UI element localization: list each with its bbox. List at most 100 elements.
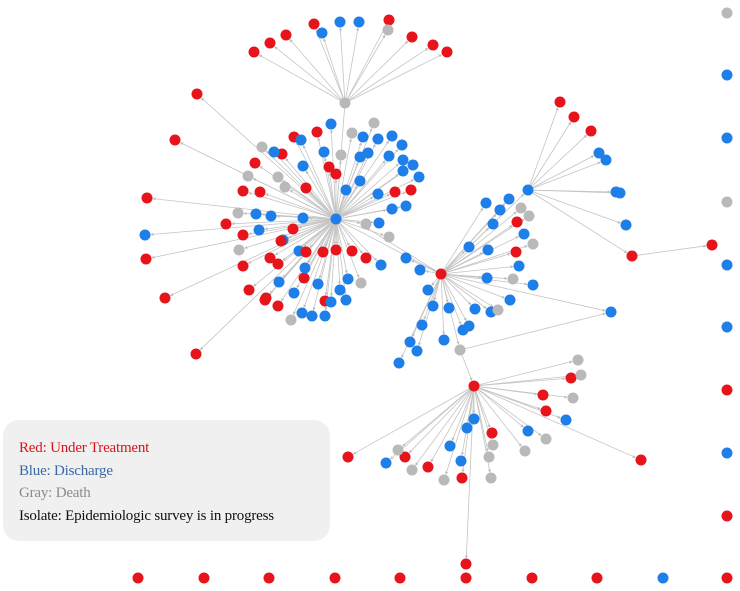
discharge-node [274,277,285,288]
discharge-node [341,295,352,306]
death-node [573,355,584,366]
discharge-node [394,358,405,369]
under-treatment-node [192,89,203,100]
death-node [384,232,395,243]
transmission-edge [201,98,336,219]
under-treatment-node [133,573,144,584]
under-treatment-node [395,573,406,584]
discharge-node [408,160,419,171]
death-node [273,172,284,183]
discharge-node [289,288,300,299]
death-node [508,274,519,285]
transmission-edge [441,219,524,274]
discharge-node [423,285,434,296]
under-treatment-node [331,245,342,256]
discharge-node [398,166,409,177]
legend-death: Gray: Death [19,482,330,505]
transmission-edge [259,55,345,103]
transmission-edge [403,386,474,446]
death-node [722,8,733,19]
discharge-node [445,441,456,452]
discharge-node [464,242,475,253]
discharge-node [297,308,308,319]
under-treatment-node [469,381,480,392]
transmission-edge [632,246,706,256]
discharge-node [358,132,369,143]
under-treatment-node [384,15,395,26]
under-treatment-node [238,261,249,272]
discharge-node [401,253,412,264]
transmission-edge [474,386,636,458]
discharge-node [514,261,525,272]
under-treatment-node [347,246,358,257]
discharge-node [298,161,309,172]
death-node [243,171,254,182]
death-node [488,440,499,451]
discharge-node [504,194,515,205]
discharge-node [320,311,331,322]
transmission-edge [345,48,428,103]
discharge-node [355,176,366,187]
death-node [347,128,358,139]
under-treatment-node [428,40,439,51]
under-treatment-node [569,112,580,123]
death-node [336,150,347,161]
discharge-node [405,337,416,348]
discharge-node [606,307,617,318]
discharge-node [398,155,409,166]
transmission-edge [345,25,386,103]
transmission-edge [528,190,627,253]
under-treatment-node [541,406,552,417]
discharge-node [373,189,384,200]
discharge-node [387,204,398,215]
death-node [576,370,587,381]
under-treatment-node [160,293,171,304]
discharge-node [341,185,352,196]
under-treatment-node [301,183,312,194]
death-node [369,118,380,129]
discharge-node [300,263,311,274]
under-treatment-node [265,38,276,49]
death-node [383,25,394,36]
discharge-node [601,155,612,166]
discharge-node [384,151,395,162]
under-treatment-node [722,573,733,584]
discharge-node [326,119,337,130]
discharge-node [335,17,346,28]
discharge-node [412,346,423,357]
discharge-node [387,131,398,142]
discharge-node [519,229,530,240]
discharge-node [354,17,365,28]
under-treatment-node [318,247,329,258]
death-node [455,345,466,356]
under-treatment-node [555,97,566,108]
under-treatment-node [527,573,538,584]
death-node [516,203,527,214]
under-treatment-node [592,573,603,584]
discharge-node [401,201,412,212]
discharge-node [523,185,534,196]
discharge-node [470,304,481,315]
under-treatment-node [511,247,522,258]
discharge-node [319,147,330,158]
transmission-edge [528,190,620,223]
death-node [493,305,504,316]
death-node [356,278,367,289]
discharge-node [415,265,426,276]
transmission-edge [441,274,471,305]
discharge-node [444,303,455,314]
under-treatment-node [442,47,453,58]
transmission-edge [275,47,345,103]
discharge-node [722,322,733,333]
death-node [439,475,450,486]
discharge-node [374,218,385,229]
transmission-edge [290,40,345,103]
under-treatment-node [238,230,249,241]
under-treatment-node [238,186,249,197]
under-treatment-node [566,373,577,384]
under-treatment-node [487,428,498,439]
discharge-node [561,415,572,426]
under-treatment-node [330,573,341,584]
discharge-node [414,172,425,183]
death-node [541,434,552,445]
